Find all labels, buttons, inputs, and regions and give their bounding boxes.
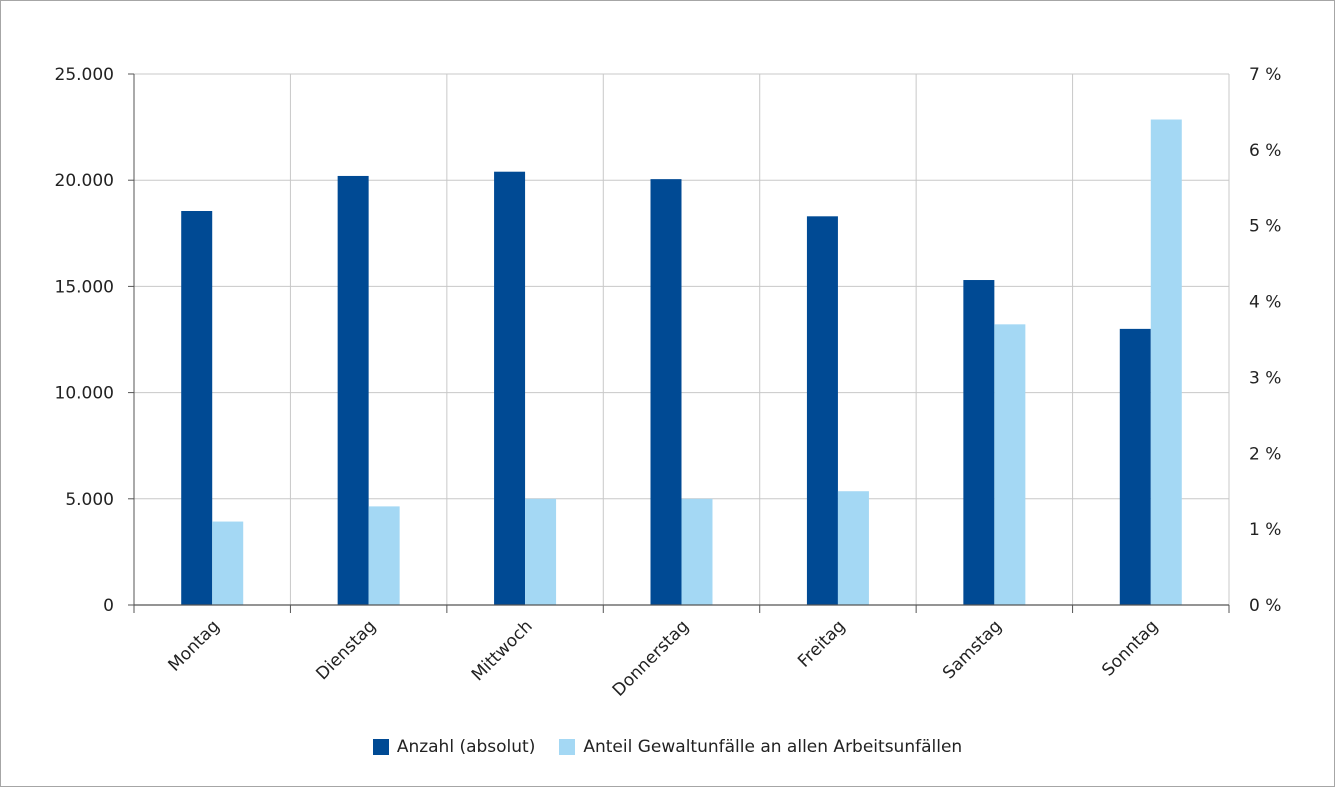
x-category-label: Freitag — [794, 616, 849, 671]
y-tick-label-left: 15.000 — [55, 277, 114, 297]
bar-absolute — [1119, 328, 1151, 605]
legend-label-share: Anteil Gewaltunfälle an allen Arbeitsunf… — [583, 737, 963, 757]
y-tick-label-left: 20.000 — [55, 171, 114, 191]
bar-share — [525, 498, 557, 605]
y-tick-label-left: 25.000 — [55, 65, 114, 85]
bar-absolute — [494, 171, 526, 606]
bar-absolute — [650, 179, 682, 605]
legend: Anzahl (absolut) Anteil Gewaltunfälle an… — [0, 737, 1335, 757]
y-tick-label-right: 6 % — [1249, 141, 1281, 161]
y-tick-label-right: 5 % — [1249, 217, 1281, 237]
x-category-label: Mittwoch — [468, 616, 537, 685]
grid-layer — [134, 73, 1230, 605]
y-tick-label-right: 0 % — [1249, 596, 1281, 616]
y-tick-label-left: 0 — [103, 596, 114, 616]
axis-layer — [128, 73, 1230, 613]
y-tick-label-right: 2 % — [1249, 444, 1281, 464]
bar-share — [212, 521, 244, 605]
y-tick-label-left: 5.000 — [65, 490, 114, 510]
bar-layer — [181, 119, 1182, 606]
x-category-label: Donnerstag — [609, 616, 693, 700]
x-category-label: Sonntag — [1098, 616, 1162, 680]
bar-share — [837, 491, 869, 605]
bar-absolute — [337, 175, 369, 605]
y-tick-label-right: 3 % — [1249, 368, 1281, 388]
bar-share — [681, 498, 713, 605]
y-tick-label-right: 4 % — [1249, 293, 1281, 313]
legend-item-absolute: Anzahl (absolut) — [372, 737, 536, 757]
bar-share — [1150, 119, 1182, 605]
x-category-label: Dienstag — [312, 616, 380, 684]
legend-swatch-share — [559, 739, 576, 755]
y-tick-label-right: 7 % — [1249, 65, 1281, 85]
y-tick-label-right: 1 % — [1249, 520, 1281, 540]
legend-swatch-absolute — [372, 739, 389, 755]
bar-absolute — [806, 216, 838, 606]
bar-share — [994, 324, 1026, 605]
bar-share — [368, 506, 400, 605]
legend-item-share: Anteil Gewaltunfälle an allen Arbeitsunf… — [559, 737, 962, 757]
bar-absolute — [181, 210, 213, 606]
x-category-label: Samstag — [939, 616, 1006, 683]
y-tick-label-left: 10.000 — [55, 384, 114, 404]
x-category-label: Montag — [165, 616, 224, 675]
legend-label-absolute: Anzahl (absolut) — [396, 737, 536, 757]
bar-absolute — [963, 280, 995, 605]
